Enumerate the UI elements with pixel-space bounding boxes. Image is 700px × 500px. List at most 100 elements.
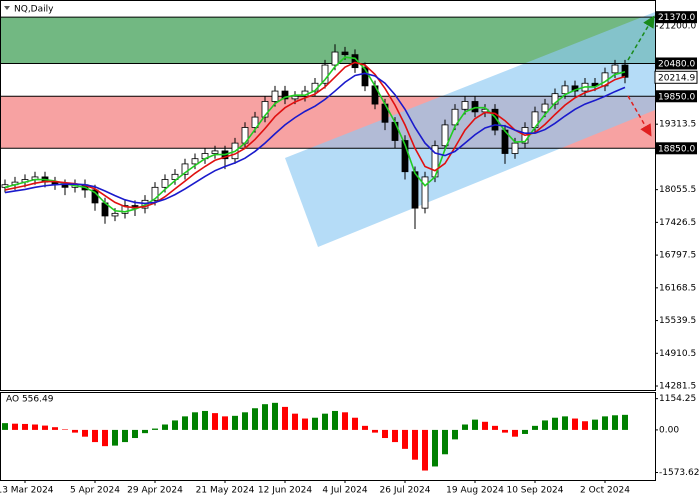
ao-bar (592, 419, 598, 430)
candle-body (361, 67, 369, 87)
candle-body (441, 124, 449, 147)
ao-bar (282, 406, 288, 430)
level-label-box (655, 142, 697, 155)
ao-bar (212, 413, 218, 430)
moving-average (4, 61, 626, 209)
ao-bar (552, 417, 558, 430)
ao-bar (82, 429, 88, 437)
candle-body (281, 90, 289, 100)
ao-bar (292, 413, 298, 430)
ao-y-tick-label: -1573.62 (659, 468, 699, 478)
candle-body (451, 108, 459, 126)
ao-bar (112, 429, 118, 446)
ao-bar (392, 429, 398, 443)
candle-body (61, 184, 69, 188)
y-tick-label: 21200.0 (659, 22, 696, 32)
ao-bar (382, 429, 388, 439)
x-tick-label: 26 Jul 2024 (380, 486, 431, 496)
ao-bar (512, 429, 518, 437)
x-tick-label: 29 Apr 2024 (127, 486, 183, 496)
y-tick-label: 15539.5 (659, 316, 696, 326)
candle-body (151, 186, 159, 201)
x-tick-label: 13 Mar 2024 (0, 486, 54, 496)
ao-bar (432, 429, 438, 467)
symbol-icon (4, 6, 10, 10)
trend-channel (285, 12, 655, 247)
candle-body (191, 158, 199, 165)
level-label: 21370.0 (658, 13, 695, 23)
candle-body (561, 85, 569, 95)
ao-bar (442, 429, 448, 455)
level-label: 19850.0 (658, 92, 695, 102)
y-tick-label: 16797.5 (659, 251, 696, 261)
ao-bar (562, 416, 568, 430)
x-tick-label: 5 Apr 2024 (70, 486, 120, 496)
ao-bar (92, 429, 98, 443)
candle-body (271, 90, 279, 102)
ao-bar (352, 417, 358, 430)
current-price-box (654, 70, 698, 84)
candle-body (161, 179, 169, 188)
level-label-box (655, 90, 697, 103)
x-tick-label: 21 May 2024 (196, 486, 255, 496)
ao-bar (172, 420, 178, 430)
y-tick-label: 16168.5 (659, 283, 696, 293)
ao-bar (472, 419, 478, 430)
ao-title: AO 556.49 (6, 395, 54, 405)
y-tick-label: 18055.5 (659, 185, 696, 195)
ao-bar (612, 415, 618, 430)
ao-bar (142, 429, 148, 434)
ao-bar (582, 421, 588, 430)
ao-bar (2, 423, 8, 430)
ao-bar (522, 429, 528, 434)
moving-average (4, 72, 626, 205)
y-tick-label: 14910.5 (659, 349, 696, 359)
ao-bar (452, 429, 458, 440)
candle-body (341, 51, 349, 56)
ao-bar (332, 410, 338, 430)
ao-bar (272, 402, 278, 430)
x-tick-label: 4 Jul 2024 (322, 486, 367, 496)
ao-bar (402, 429, 408, 449)
ao-bar (62, 429, 68, 430)
ao-bar (192, 412, 198, 430)
ao-bar (492, 425, 498, 430)
x-tick-label: 10 Sep 2024 (506, 486, 563, 496)
candle-body (171, 173, 179, 180)
ao-bar (412, 429, 418, 460)
candle-body (411, 171, 419, 209)
ao-y-tick-label: 1154.25 (659, 394, 696, 404)
candle-body (321, 64, 329, 84)
ao-bar (102, 429, 108, 447)
ao-bar (222, 416, 228, 430)
candle-body (621, 64, 629, 78)
level-label: 20480.0 (658, 59, 695, 69)
forecast-up-arrow (627, 15, 655, 61)
ao-bar (502, 429, 508, 433)
candle-body (251, 116, 259, 128)
x-tick-label: 19 Aug 2024 (446, 486, 504, 496)
level-label: 18850.0 (658, 144, 695, 154)
ao-bar (532, 425, 538, 430)
candle-body (421, 176, 429, 209)
ao-bar (12, 423, 18, 430)
ao-bar (152, 428, 158, 430)
ao-bar (622, 414, 628, 430)
ao-bar (602, 416, 608, 430)
ao-bar (32, 424, 38, 430)
y-tick-label: 19313.5 (659, 120, 696, 130)
ao-bar (422, 429, 428, 471)
moving-average (4, 56, 626, 213)
ao-bar (362, 425, 368, 430)
level-label-box (655, 11, 697, 24)
ao-bar (572, 418, 578, 430)
ao-bar (302, 418, 308, 430)
candle-body (211, 150, 219, 154)
candle-body (401, 140, 409, 173)
candle-body (111, 212, 119, 217)
candle-body (291, 95, 299, 100)
ao-bar (182, 416, 188, 430)
ao-bar (312, 417, 318, 430)
level-label-box (655, 57, 697, 70)
candle-body (471, 101, 479, 113)
